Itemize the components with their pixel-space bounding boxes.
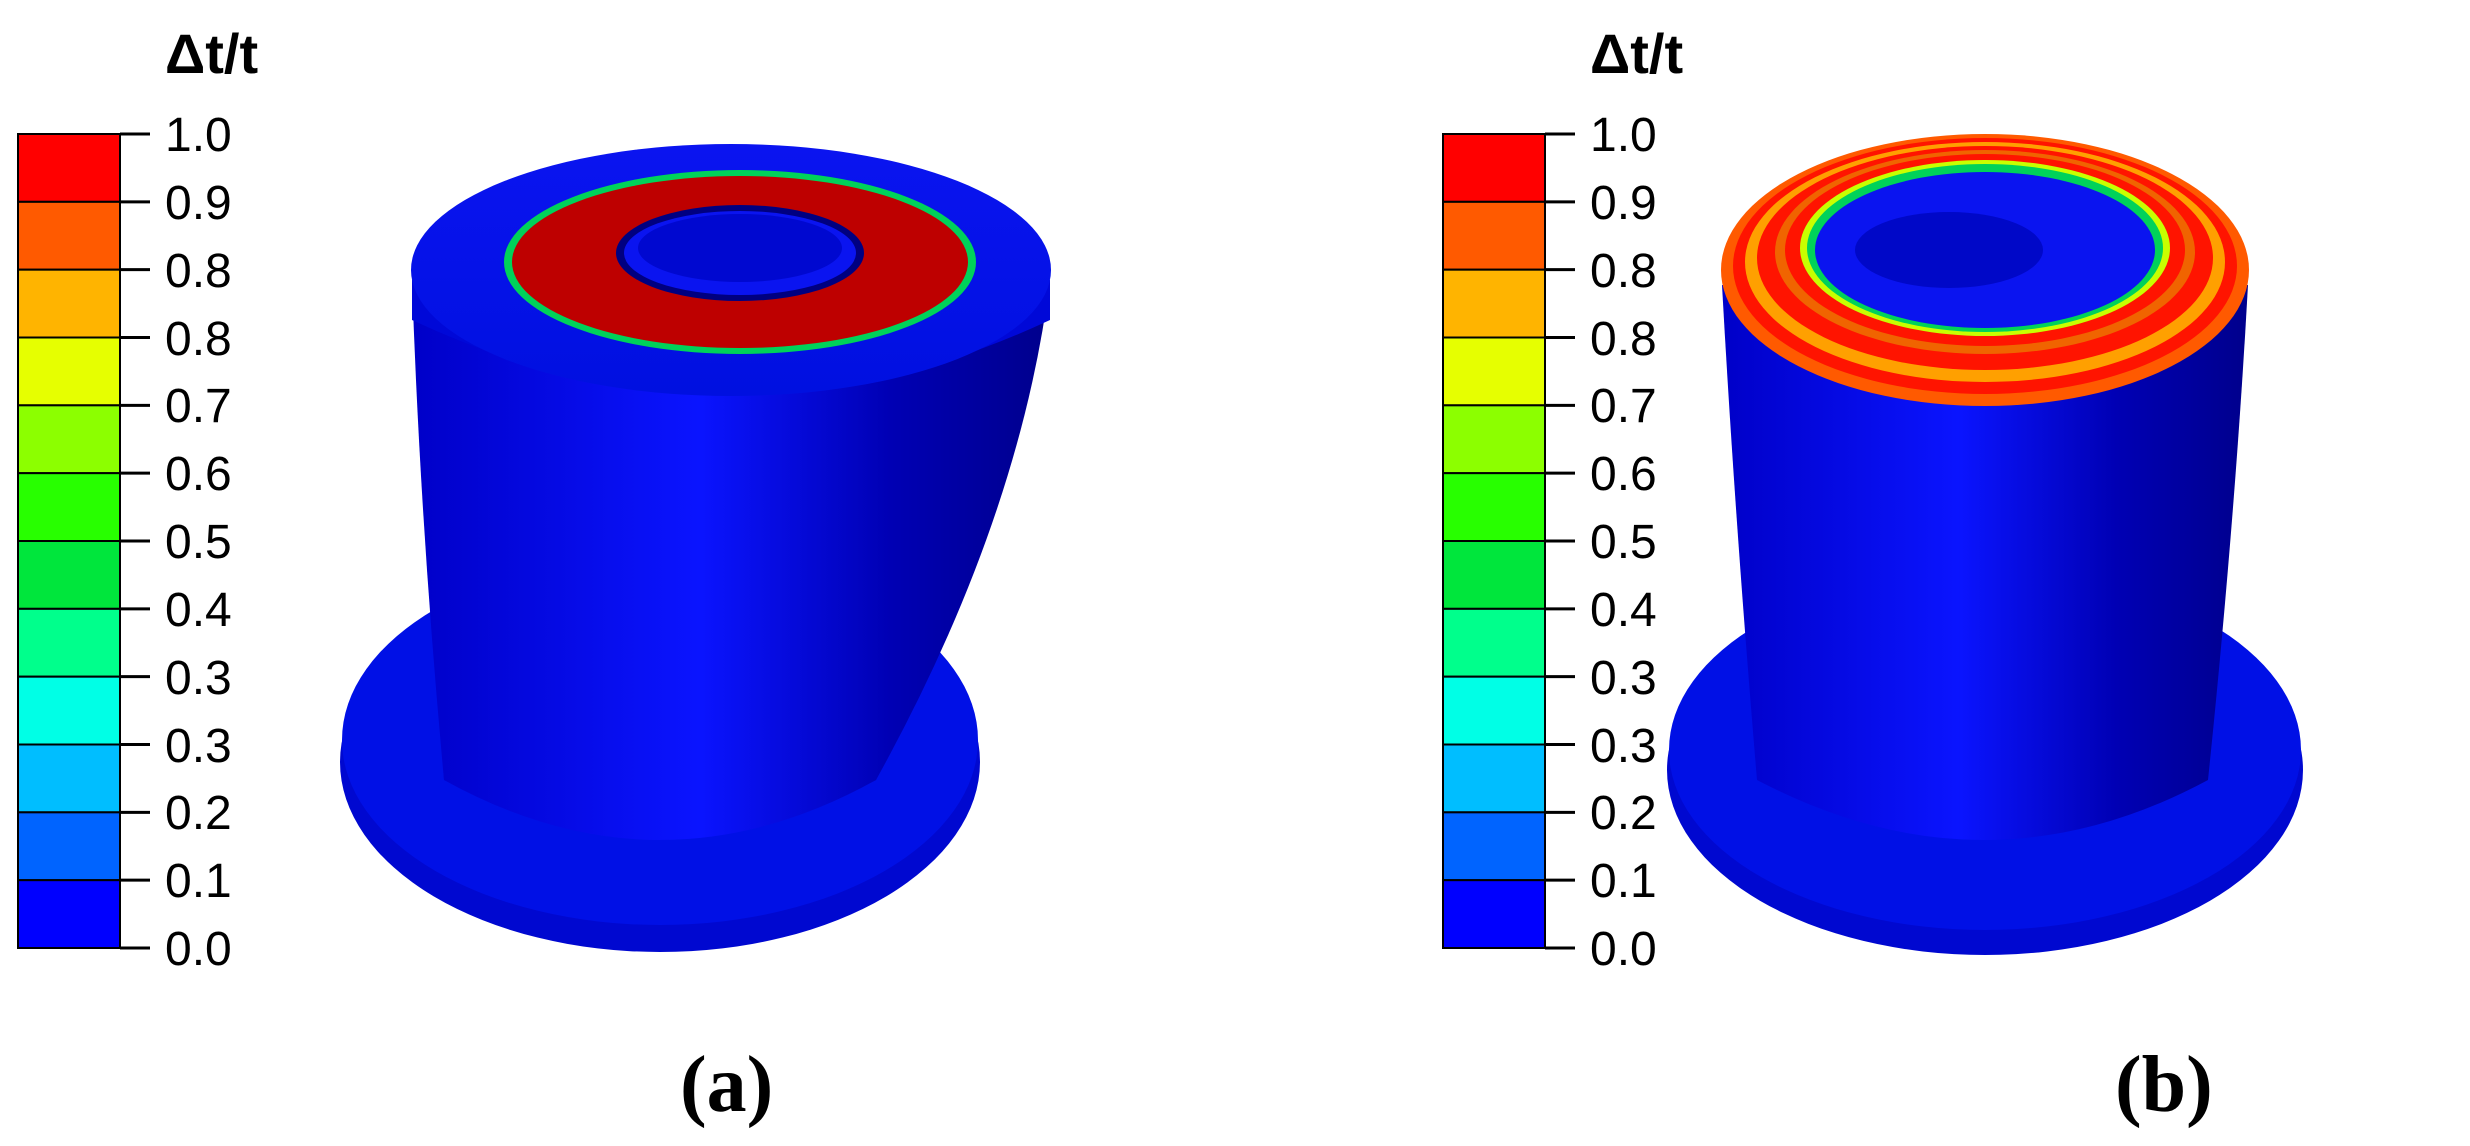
colorbar-band: [17, 743, 121, 814]
legend-title: Δt/t: [165, 22, 259, 85]
colorbar-tick-label: 0.8: [1590, 312, 1657, 366]
panel-b: Δt/t 1.0 0.9 0.8 0.8 0.7 0.6 0.5 0.4 0.3 0.3 0.2 0.…: [1425, 0, 2470, 1146]
colorbar-band: [17, 133, 121, 203]
colorbar-band: [17, 879, 121, 950]
legend-title: Δt/t: [1590, 22, 1684, 85]
colorbar-band: [1442, 675, 1546, 746]
colorbar-tick-label: 0.2: [1590, 787, 1657, 841]
colorbar-tick-label: 0.4: [1590, 583, 1657, 637]
colorbar-tick-label: 0.1: [1590, 855, 1657, 909]
caption-a: (a): [680, 1041, 774, 1129]
colorbar-band: [1442, 472, 1546, 542]
colorbar-tick-label: 0.6: [165, 448, 232, 502]
colorbar-band: [17, 540, 121, 610]
cylinder-body: [1722, 285, 2248, 840]
caption-b: (b): [2115, 1041, 2213, 1129]
colorbar-band: [17, 675, 121, 746]
colorbar-tick-label: 0.8: [165, 244, 232, 298]
cylinder-model-a: [340, 144, 1051, 952]
colorbar-tick-label: 0.2: [165, 787, 232, 841]
inner-hole: [1855, 212, 2043, 288]
colorbar-band: [17, 607, 121, 678]
colorbar-tick-label: 0.5: [165, 516, 232, 569]
colorbar-band: [1442, 404, 1546, 475]
colorbar-tick-label: 0.6: [1590, 448, 1657, 502]
cylinder-model-b: [1667, 134, 2303, 955]
colorbar-tick-label: 0.3: [165, 651, 232, 705]
colorbar-tick-label: 0.0: [1590, 923, 1657, 976]
colorbar-tick-label: 0.9: [165, 176, 232, 230]
colorbar-tick-label: 1.0: [165, 109, 232, 162]
colorbar: [1442, 132, 1575, 950]
colorbar-tick-label: 0.3: [165, 719, 232, 773]
colorbar-band: [1442, 540, 1546, 610]
colorbar-tick-label: 0.8: [165, 312, 232, 366]
colorbar-tick-label: 0.8: [1590, 244, 1657, 298]
colorbar-band: [1442, 879, 1546, 950]
colorbar: [17, 132, 150, 950]
colorbar-band: [17, 268, 121, 339]
colorbar-tick-label: 0.3: [1590, 719, 1657, 773]
colorbar-band: [17, 200, 121, 271]
colorbar-tick-label: 0.9: [1590, 176, 1657, 230]
colorbar-tick-label: 1.0: [1590, 109, 1657, 162]
colorbar-tick-label: 0.1: [165, 855, 232, 909]
colorbar-tick-label: 0.7: [165, 380, 232, 434]
colorbar-band: [1442, 607, 1546, 678]
colorbar-tick-label: 0.4: [165, 583, 232, 637]
panel-a: Δt/t 1.0 0.9 0.8 0.8 0.7 0.6 0.5 0.4 0.3 0.3 0.2 0.…: [17, 22, 1051, 976]
colorbar-tick-label: 0.7: [1590, 380, 1657, 434]
colorbar-tick-label: 0.3: [1590, 651, 1657, 705]
colorbar-tick-label: 0.5: [1590, 516, 1657, 569]
colorbar-band: [1442, 200, 1546, 271]
colorbar-tick-label: 0.0: [165, 923, 232, 976]
colorbar-band: [1442, 811, 1546, 882]
